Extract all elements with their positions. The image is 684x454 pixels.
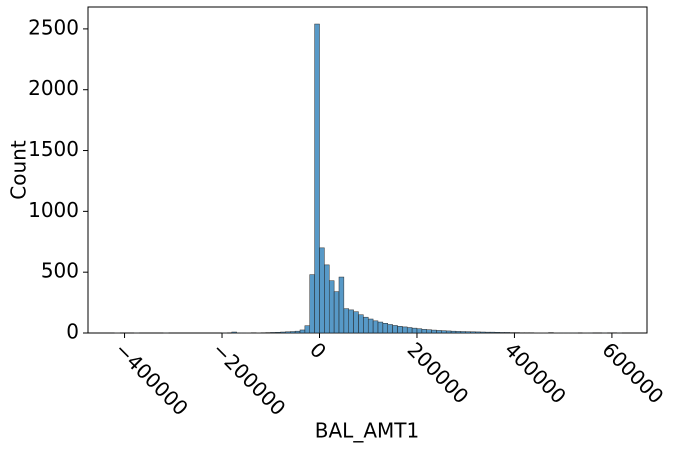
- bar: [505, 332, 510, 333]
- x-tick-label: 0: [305, 337, 331, 363]
- bar: [461, 332, 466, 333]
- y-tick-label: 2000: [28, 76, 79, 100]
- bar: [373, 321, 378, 333]
- bar: [480, 332, 485, 333]
- bar: [436, 330, 441, 333]
- y-tick-label: 0: [66, 320, 79, 344]
- bar: [407, 328, 412, 333]
- bar: [276, 332, 281, 333]
- x-tick-label: 200000: [403, 337, 474, 408]
- bar: [329, 281, 334, 333]
- bar: [378, 322, 383, 333]
- bar: [324, 265, 329, 333]
- bar: [368, 319, 373, 333]
- bar: [319, 248, 324, 333]
- x-tick-label: −400000: [110, 337, 193, 420]
- bar: [363, 317, 368, 333]
- x-axis-label: BAL_AMT1: [315, 419, 419, 443]
- bar: [397, 326, 402, 333]
- bar: [412, 328, 417, 333]
- y-tick-label: 2500: [28, 15, 79, 39]
- bar: [393, 325, 398, 333]
- bar: [500, 332, 505, 333]
- bar: [281, 332, 286, 333]
- bar: [388, 324, 393, 333]
- bar: [295, 331, 300, 333]
- bar: [495, 332, 500, 333]
- bar: [349, 310, 354, 333]
- bar: [300, 330, 305, 333]
- bar: [441, 331, 446, 333]
- bar: [271, 332, 276, 333]
- bar: [446, 331, 451, 333]
- bar: [310, 275, 315, 333]
- bar: [285, 332, 290, 333]
- bar: [427, 330, 432, 333]
- bar: [422, 329, 427, 333]
- bar: [402, 327, 407, 333]
- bar: [432, 330, 437, 333]
- bar: [490, 332, 495, 333]
- bar: [475, 332, 480, 333]
- y-tick-label: 1500: [28, 137, 79, 161]
- x-tick-label: 600000: [597, 337, 668, 408]
- bar: [417, 329, 422, 333]
- bar: [456, 331, 461, 333]
- plot-frame: [88, 7, 647, 333]
- bar: [344, 309, 349, 333]
- bar: [383, 323, 388, 333]
- x-tick-label: −200000: [208, 337, 291, 420]
- bar: [354, 312, 359, 333]
- bar: [451, 331, 456, 333]
- bar: [334, 292, 339, 333]
- bar: [315, 24, 320, 333]
- y-tick-label: 1000: [28, 198, 79, 222]
- y-axis-label: Count: [7, 140, 31, 200]
- bar: [358, 315, 363, 333]
- x-tick-label: 400000: [500, 337, 571, 408]
- bar: [339, 277, 344, 333]
- bar: [232, 332, 237, 333]
- bar: [290, 332, 295, 333]
- bar: [485, 332, 490, 333]
- bar: [466, 332, 471, 333]
- y-tick-label: 500: [41, 259, 79, 283]
- bar: [305, 326, 310, 333]
- bar: [471, 332, 476, 333]
